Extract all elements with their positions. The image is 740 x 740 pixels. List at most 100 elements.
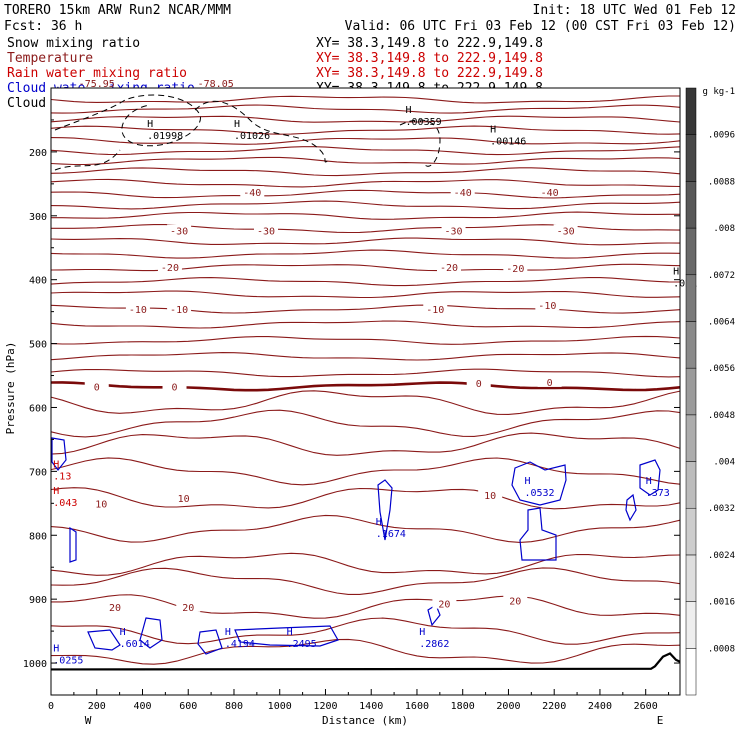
colorbar-segment (685, 134, 697, 182)
model-title: TORERO 15km ARW Run2 NCAR/MMM (4, 3, 231, 18)
isotherm-label: -10 (426, 305, 444, 316)
x-tick-label: 1000 (268, 701, 292, 712)
isotherm-line (50, 200, 681, 210)
isotherm-label-bg (103, 600, 128, 612)
isotherm-label: -75.95 (79, 79, 115, 90)
maximum-h-marker: H (490, 125, 496, 136)
cloud-water-contour (625, 493, 637, 522)
forecast-hour: Fcst: 36 h (4, 19, 82, 34)
cloud-water-contour (639, 459, 661, 496)
colorbar-segment (685, 367, 697, 416)
east-label: E (657, 714, 664, 727)
isotherm-label-bg (450, 186, 475, 198)
maximum-value-label: .00146 (490, 137, 526, 148)
maximum-h-marker: H (376, 517, 382, 528)
colorbar-tick-label: .0088 (708, 177, 735, 187)
isotherm-label-bg (537, 186, 562, 198)
maximum-h-marker: H (147, 119, 153, 130)
maximum-value-label: .0532 (524, 488, 554, 499)
maximum-h-marker: H (53, 459, 59, 470)
isotherm-label: 10 (484, 491, 496, 502)
colorbar-tick-label: .0032 (708, 504, 735, 514)
maximum-value-label: .6014 (120, 639, 150, 650)
init-time: Init: 18 UTC Wed 01 Feb 12 (533, 3, 737, 18)
colorbar-tick-label: .0008 (708, 644, 735, 654)
isotherm-label: -20 (506, 264, 524, 275)
isotherm-line (50, 638, 681, 665)
colorbar-tick-label: .0048 (708, 411, 735, 421)
isotherm-label: 20 (509, 596, 521, 607)
snow-contour (194, 100, 331, 163)
colorbar: .0008 .0016 .0024 .0032 .004 .0048 .0056 .0064.… (685, 87, 735, 696)
y-tick-label: 600 (29, 403, 47, 414)
maximum-value-label: .2495 (287, 639, 317, 650)
maximum-value-label: .00359 (406, 117, 442, 128)
isotherm-line (50, 335, 681, 345)
y-tick-label: 1000 (23, 659, 47, 670)
isotherm-line (50, 137, 681, 145)
isotherm-line (50, 95, 680, 104)
x-tick-label: 1200 (313, 701, 337, 712)
maximum-value-label: .01998 (147, 131, 183, 142)
cloud-water-contour (519, 507, 557, 561)
maximum-h-marker: H (120, 627, 126, 638)
colorbar-tick-label: .0024 (708, 551, 735, 561)
isotherm-label-bg (240, 186, 265, 198)
x-tick-label: 800 (225, 701, 243, 712)
cloud-water-contour (511, 461, 567, 506)
isotherm-label: -78.05 (198, 79, 234, 90)
colorbar-segment (685, 181, 697, 229)
snow-contour (54, 94, 201, 147)
isotherm-label: 0 (476, 379, 482, 390)
maximum-value-label: .021 (673, 278, 697, 289)
isotherm-label: -30 (445, 226, 463, 237)
maximum-value-label: .2862 (419, 639, 449, 650)
isotherm-label-bg (157, 260, 182, 272)
plot-area: -75.95 -78.05 -40 -40 -40 -30 -30 -30 -30 -20 -20 -… (50, 76, 697, 696)
cloud-water-contour (51, 437, 67, 471)
plot-background (51, 88, 680, 695)
x-tick-label: 2600 (634, 701, 658, 712)
colorbar-tick-label: .0016 (708, 598, 735, 608)
isotherm-line (50, 249, 681, 259)
maximum-value-label: .1674 (376, 529, 406, 540)
legend-entry-xy: XY= 38.3,149.8 to 222.9,149.8 (316, 51, 543, 66)
isotherm-line (50, 237, 681, 246)
isotherm-label: -10 (538, 301, 556, 312)
isotherm-line (51, 594, 681, 619)
isotherm-line (50, 514, 681, 543)
colorbar-tick-label: .0096 (708, 131, 735, 141)
valid-time: Valid: 06 UTC Fri 03 Feb 12 (00 CST Fri … (345, 19, 736, 34)
isotherm-label-bg (432, 597, 457, 609)
x-tick-label: 600 (179, 701, 197, 712)
y-tick-label: 900 (29, 595, 47, 606)
isotherm-label: -30 (257, 226, 275, 237)
cloud-water-contour (234, 625, 339, 647)
isotherm-label: -30 (557, 226, 575, 237)
isotherm-line (50, 125, 681, 135)
colorbar-segment (685, 227, 697, 276)
y-tick-label: 700 (29, 467, 47, 478)
colorbar-segment (685, 87, 697, 135)
isotherm-label: -20 (161, 263, 179, 274)
isotherm-line (50, 290, 681, 299)
colorbar-segment (685, 507, 697, 556)
isotherm-label-bg (254, 224, 279, 236)
isotherm-label: -30 (170, 226, 188, 237)
colorbar-segment (685, 648, 697, 696)
isotherm-label-bg (553, 224, 578, 236)
colorbar-segment (685, 554, 697, 602)
colorbar-tick-label: .004 (713, 458, 735, 468)
x-tick-label: 1400 (359, 701, 383, 712)
y-tick-label: 400 (29, 276, 47, 287)
colorbar-tick-label: .0064 (708, 317, 735, 327)
isotherm-label: -40 (243, 188, 261, 199)
isotherm-label-bg (503, 262, 528, 274)
isotherm-line (50, 320, 681, 329)
x-tick-label: 1800 (451, 701, 475, 712)
isotherm-label: 0 (171, 382, 177, 393)
y-axis-label: Pressure (hPa) (4, 342, 17, 435)
isotherm-label-bg (167, 224, 192, 236)
